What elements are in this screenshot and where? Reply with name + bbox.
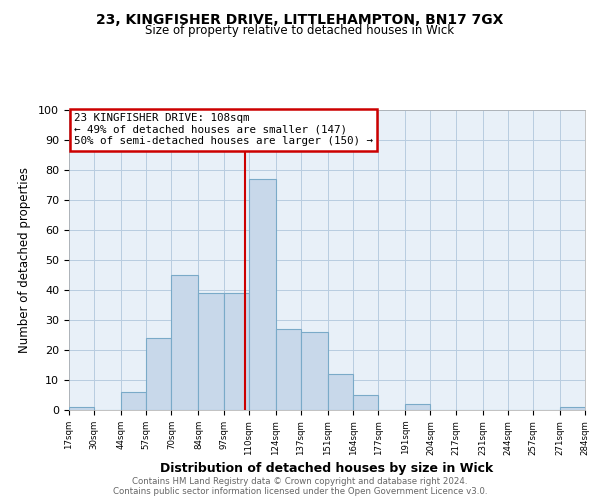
Bar xyxy=(224,293,249,410)
Text: 23 KINGFISHER DRIVE: 108sqm
← 49% of detached houses are smaller (147)
50% of se: 23 KINGFISHER DRIVE: 108sqm ← 49% of det… xyxy=(74,113,373,146)
Bar xyxy=(69,407,94,410)
Bar xyxy=(199,293,224,410)
Text: Size of property relative to detached houses in Wick: Size of property relative to detached ho… xyxy=(145,24,455,37)
Bar xyxy=(172,275,199,410)
Bar xyxy=(301,332,328,410)
Y-axis label: Number of detached properties: Number of detached properties xyxy=(19,167,31,353)
Bar xyxy=(405,404,430,410)
Bar xyxy=(276,329,301,410)
Bar xyxy=(249,179,276,410)
Bar xyxy=(328,374,353,410)
Bar xyxy=(353,395,378,410)
Text: 23, KINGFISHER DRIVE, LITTLEHAMPTON, BN17 7GX: 23, KINGFISHER DRIVE, LITTLEHAMPTON, BN1… xyxy=(97,12,503,26)
Text: Contains public sector information licensed under the Open Government Licence v3: Contains public sector information licen… xyxy=(113,488,487,496)
Bar xyxy=(146,338,172,410)
Bar xyxy=(560,407,585,410)
Bar xyxy=(121,392,146,410)
Text: Contains HM Land Registry data © Crown copyright and database right 2024.: Contains HM Land Registry data © Crown c… xyxy=(132,478,468,486)
X-axis label: Distribution of detached houses by size in Wick: Distribution of detached houses by size … xyxy=(160,462,494,474)
